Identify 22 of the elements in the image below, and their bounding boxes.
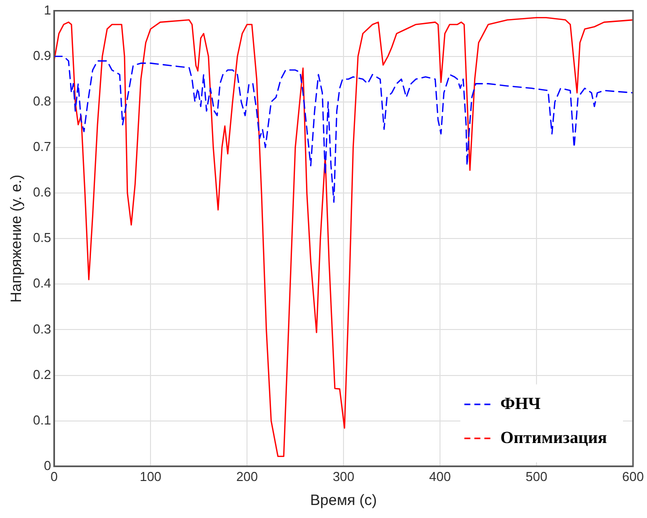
y-tick-label: 0 (44, 458, 52, 473)
x-tick-label: 500 (526, 468, 548, 484)
y-tick-label: 0.8 (32, 94, 52, 108)
y-tick-label: 0.3 (32, 321, 52, 336)
legend-label: Оптимизация (500, 428, 608, 447)
y-tick-label: 1 (44, 2, 52, 18)
line-series (54, 56, 633, 203)
y-tick-label: 0.5 (32, 230, 52, 246)
x-tick-label: 100 (140, 468, 162, 484)
y-tick-label: 0.4 (32, 276, 52, 291)
y-tick-label: 0.9 (32, 48, 52, 63)
x-tick-label: 200 (236, 468, 258, 484)
y-axis-title: Напряжение (у. е.) (8, 174, 26, 303)
x-tick-label: 400 (429, 468, 451, 484)
y-tick-label: 0.7 (32, 139, 52, 154)
y-tick-label: 0.1 (32, 412, 52, 428)
legend-label: ФНЧ (500, 394, 542, 413)
x-tick-label: 600 (622, 468, 644, 484)
x-tick-label: 300 (332, 468, 354, 484)
x-axis-title: Время (с) (310, 492, 377, 510)
y-tick-label: 0.6 (32, 184, 52, 200)
y-tick-label: 0.2 (32, 366, 52, 382)
